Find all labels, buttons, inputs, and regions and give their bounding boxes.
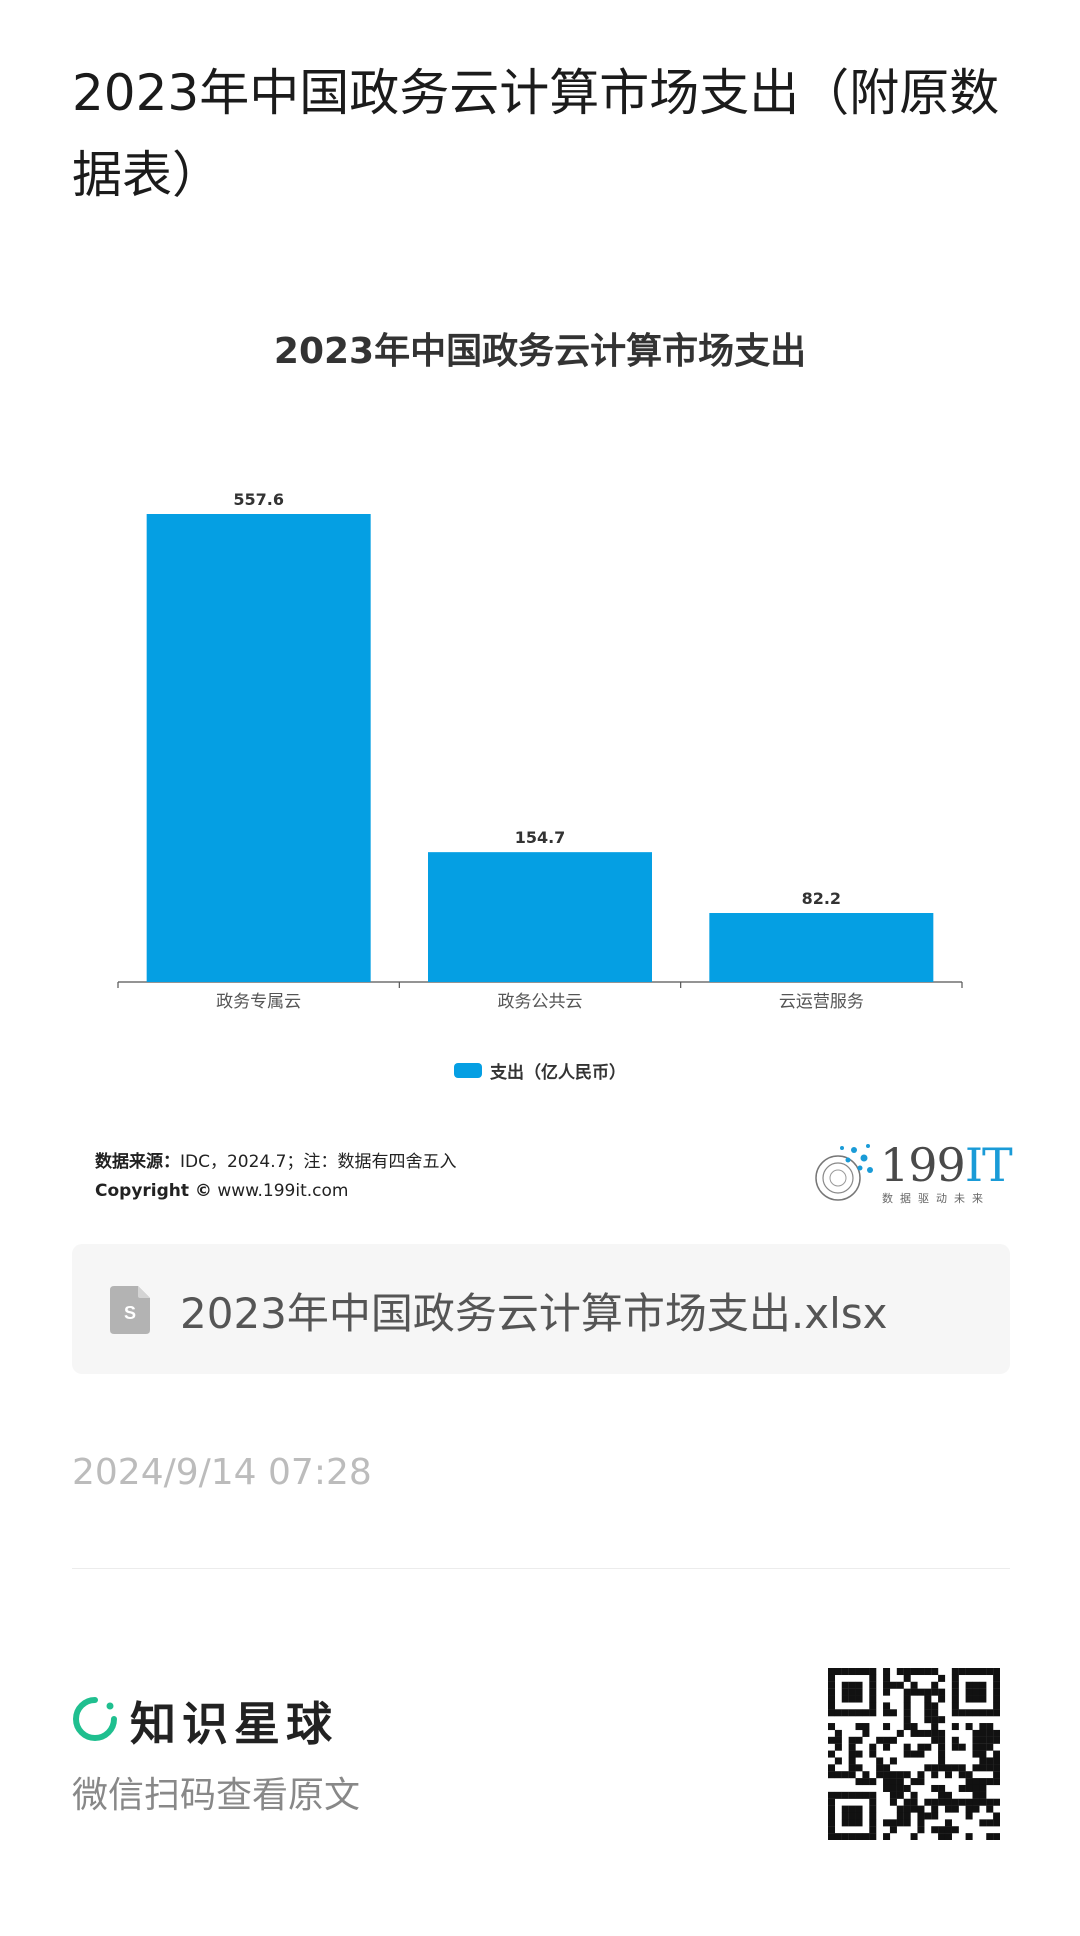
x-tick-label-1: 政务专属云	[216, 992, 301, 1012]
bar-2	[428, 852, 652, 982]
brand-slogan: 数据驱动未来	[882, 1192, 990, 1205]
spreadsheet-file-icon: S	[110, 1286, 150, 1334]
chart-legend: 支出（亿人民币）	[0, 1058, 1080, 1083]
brand-number: 199	[880, 1138, 966, 1192]
source-note: 数据来源：IDC，2024.7；注：数据有四舍五入 Copyright © ww…	[95, 1148, 456, 1206]
copyright-url[interactable]: www.199it.com	[217, 1181, 349, 1201]
app-name: 知识星球	[130, 1697, 338, 1751]
copyright-label: Copyright ©	[95, 1181, 212, 1201]
brand-it: IT	[964, 1138, 1013, 1192]
page-title: 2023年中国政务云计算市场支出（附原数据表）	[72, 64, 1000, 204]
divider	[72, 1568, 1010, 1569]
x-tick-label-2: 政务公共云	[498, 992, 583, 1012]
brand-logo: 199IT 数据驱动未来	[808, 1138, 1013, 1208]
chart-title: 2023年中国政务云计算市场支出	[273, 331, 807, 372]
source-text: IDC，2024.7；注：数据有四舍五入	[180, 1152, 457, 1172]
svg-text:S: S	[124, 1303, 136, 1323]
attachment-filename: 2023年中国政务云计算市场支出.xlsx	[180, 1289, 888, 1338]
qr-code-icon[interactable]	[828, 1668, 1000, 1840]
legend-swatch	[454, 1063, 482, 1078]
bar-chart: 557.6 政务专属云 154.7 政务公共云 82.2 云运营服务	[117, 490, 963, 1012]
scan-hint: 微信扫码查看原文	[72, 1775, 361, 1816]
data-label-2: 154.7	[515, 828, 566, 847]
zsxq-logo-icon	[73, 1697, 117, 1741]
legend-label: 支出（亿人民币）	[490, 1063, 626, 1083]
bar-1	[146, 514, 371, 982]
post-timestamp: 2024/9/14 07:28	[72, 1452, 372, 1493]
bar-3	[709, 913, 934, 982]
brand-dots-icon	[815, 1144, 873, 1201]
x-tick-label-3: 云运营服务	[779, 992, 864, 1012]
attachment-card[interactable]: S 2023年中国政务云计算市场支出.xlsx	[72, 1244, 1010, 1374]
data-label-3: 82.2	[802, 889, 841, 908]
data-label-1: 557.6	[233, 490, 284, 509]
source-label: 数据来源：	[95, 1152, 180, 1172]
